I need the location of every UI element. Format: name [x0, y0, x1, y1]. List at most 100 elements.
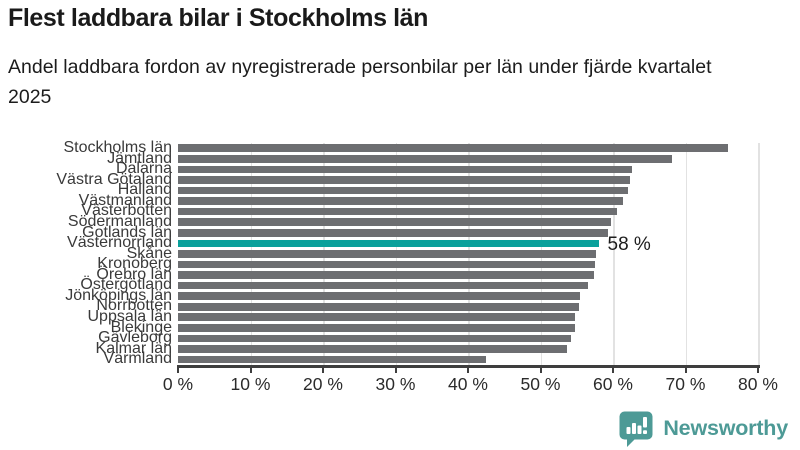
tick-mark	[322, 365, 324, 373]
bar-row: Kalmar län	[0, 340, 800, 356]
bar-track: 58 %	[178, 234, 758, 255]
category-label: Västerbotten	[81, 202, 172, 220]
bar-row: Jämtland	[0, 149, 800, 167]
x-tick-label: 40 %	[448, 374, 488, 394]
category-label: Norrbotten	[96, 297, 172, 315]
category-label: Kronoberg	[97, 255, 172, 273]
category-label: Västernorrland	[67, 234, 172, 252]
chart-title: Flest laddbara bilar i Stockholms län	[8, 4, 429, 32]
bar-track	[178, 260, 758, 269]
bar-track	[178, 144, 758, 153]
bar-track	[178, 355, 758, 364]
bar-row: Värmland	[0, 350, 800, 368]
brand-footer: Newsworthy	[618, 410, 788, 447]
bar-track	[178, 334, 758, 343]
bar-track	[178, 186, 758, 195]
x-tick-label: 70 %	[665, 374, 706, 394]
bar-row: Västerbotten	[0, 202, 800, 220]
bar-row: Örebro län	[0, 265, 800, 283]
gridline	[758, 143, 760, 365]
tick-mark	[757, 365, 759, 373]
bar	[178, 250, 596, 258]
chart-subtitle: Andel laddbara fordon av nyregistrerade …	[8, 56, 712, 108]
bar	[178, 302, 579, 311]
horizontal-bar-chart: Stockholms län Jämtland Dalarna Västra Göta…	[0, 139, 800, 403]
category-label: Gotlands län	[82, 223, 172, 241]
bar	[178, 228, 608, 237]
bar-track	[178, 228, 758, 237]
category-label: Jämtland	[107, 149, 172, 167]
x-tick-label: 80 %	[738, 374, 778, 394]
x-tick-label: 50 %	[520, 374, 561, 394]
bar	[178, 165, 632, 174]
bar-row: Dalarna	[0, 160, 800, 178]
brand-name: Newsworthy	[663, 416, 788, 440]
highlighted-bar	[178, 239, 599, 248]
bar	[178, 197, 624, 205]
bar-row: Uppsala län	[0, 308, 800, 325]
bar-track	[178, 250, 758, 258]
bar-row: Norrbotten	[0, 297, 800, 315]
bar-track	[178, 197, 758, 205]
bar-row: Skåne	[0, 244, 800, 262]
bar-track	[178, 313, 758, 322]
bar-row: Västernorrland 58 %	[0, 234, 800, 255]
bar-row: Västmanland	[0, 191, 800, 209]
category-label: Skåne	[126, 244, 172, 262]
bar	[178, 292, 580, 300]
bar-row: Gotlands län	[0, 223, 800, 241]
bar-track	[178, 176, 758, 184]
bar-track	[178, 292, 758, 300]
category-label: Uppsala län	[87, 308, 173, 325]
bar-track	[178, 207, 758, 216]
category-label: Stockholms län	[63, 139, 173, 156]
bar	[178, 260, 595, 269]
x-tick-label: 10 %	[230, 374, 271, 394]
tick-mark	[539, 365, 542, 373]
x-tick-label: 20 %	[303, 374, 343, 394]
category-label: Västra Götaland	[56, 170, 172, 188]
bar	[178, 218, 611, 227]
category-label: Blekinge	[110, 318, 172, 336]
bar-track	[178, 324, 758, 332]
bar	[178, 324, 575, 332]
bar-row: Blekinge	[0, 318, 800, 336]
highlight-value-label: 58 %	[607, 233, 651, 255]
category-label: Gävleborg	[98, 329, 172, 347]
bar	[178, 313, 576, 322]
bar-row: Gävleborg	[0, 329, 800, 347]
category-label: Dalarna	[115, 160, 172, 178]
tick-mark	[684, 365, 687, 373]
category-label: Halland	[117, 181, 172, 199]
category-label: Örebro län	[96, 265, 172, 283]
tick-mark	[394, 365, 397, 373]
category-label: Jönköpings län	[65, 286, 172, 304]
category-label: Värmland	[103, 350, 172, 368]
category-label: Södermanland	[67, 212, 172, 230]
bar-row: Halland	[0, 181, 800, 199]
bar-track	[178, 281, 758, 290]
category-label: Västmanland	[78, 191, 172, 209]
bar	[178, 176, 630, 184]
category-label: Östergötland	[80, 276, 172, 294]
bar	[178, 334, 571, 343]
bar-row: Stockholms län	[0, 139, 800, 156]
bar-track	[178, 302, 758, 311]
gridline	[685, 143, 687, 365]
bar-rows: Stockholms län Jämtland Dalarna Västra Göta…	[0, 139, 800, 368]
bar-row: Södermanland	[0, 212, 800, 230]
bar-track	[178, 271, 758, 279]
bar-row: Jönköpings län	[0, 286, 800, 304]
bar-row: Östergötland	[0, 276, 800, 294]
tick-mark	[612, 365, 614, 373]
bar-row: Kronoberg	[0, 255, 800, 273]
tick-mark	[249, 365, 252, 373]
bar	[178, 155, 673, 163]
bar	[178, 144, 728, 153]
bar-track	[178, 345, 758, 353]
bar	[178, 355, 487, 364]
x-tick-label: 60 %	[593, 374, 633, 394]
bar	[178, 271, 595, 279]
bar	[178, 207, 618, 216]
tick-mark	[177, 365, 179, 373]
